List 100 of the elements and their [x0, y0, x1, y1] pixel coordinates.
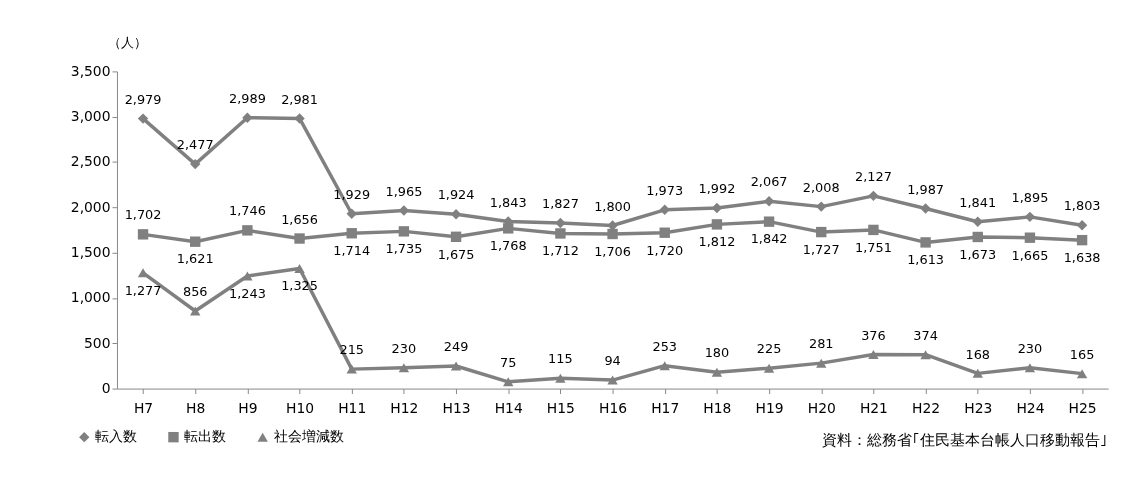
y-tick-label: 1,000	[70, 289, 111, 306]
point	[503, 223, 514, 234]
point	[659, 361, 670, 371]
y-axis-title: （人）	[107, 35, 147, 51]
data-label: 165	[1069, 346, 1095, 362]
point	[190, 306, 201, 316]
data-label: 1,965	[385, 183, 423, 199]
text: 資料：総務省｢住民基本台帳人口移動報告｣	[822, 431, 1109, 450]
point	[659, 227, 670, 238]
x-tick-label: H8	[186, 399, 206, 416]
data-label: 281	[808, 336, 834, 352]
point	[972, 368, 983, 378]
point	[763, 216, 775, 227]
point	[659, 204, 670, 215]
data-label: 1,751	[854, 239, 892, 255]
data-label: 2,989	[228, 90, 266, 106]
data-label: 180	[704, 345, 730, 361]
x-tick-label: H10	[286, 399, 315, 416]
x-tick-label: H17	[651, 399, 680, 416]
data-label: 2,008	[802, 179, 840, 195]
data-label: 1,638	[1063, 249, 1101, 265]
y-tick-label: 3,500	[70, 62, 111, 79]
y-tick-label: 0	[101, 380, 111, 397]
data-label: 253	[652, 338, 678, 354]
point	[137, 229, 149, 240]
data-label: 2,477	[176, 137, 214, 153]
y-tick-label: 3,000	[70, 108, 111, 125]
point	[503, 377, 514, 387]
data-label: 1,243	[228, 285, 266, 301]
data-label: 1,929	[333, 186, 371, 202]
x-tick-label: H11	[338, 399, 367, 416]
y-tick-label: 500	[84, 334, 111, 351]
data-label: 230	[391, 340, 417, 356]
x-tick-label: H14	[494, 399, 523, 416]
data-label: 1,895	[1011, 189, 1049, 205]
legend-label: 社会増減数	[273, 428, 344, 445]
point	[190, 158, 201, 170]
data-label: 75	[500, 354, 517, 370]
point	[450, 361, 462, 371]
legend-label: 転出数	[184, 428, 227, 445]
data-label: 1,656	[281, 211, 318, 227]
point	[1024, 363, 1036, 373]
point	[816, 201, 827, 212]
point	[816, 226, 827, 238]
data-label: 2,067	[750, 174, 788, 190]
point	[398, 226, 410, 237]
x-tick-label: H19	[755, 399, 784, 416]
data-label: 1,803	[1063, 198, 1101, 214]
data-label: 94	[604, 353, 621, 369]
point	[763, 363, 775, 373]
data-label: 1,768	[489, 238, 527, 254]
x-tick-label: H22	[912, 399, 941, 416]
point	[450, 231, 462, 242]
point	[1076, 234, 1088, 246]
data-label: 215	[339, 342, 365, 358]
data-label: 1,735	[385, 241, 423, 257]
data-label: 1,841	[959, 194, 997, 210]
data-label: 1,665	[1011, 247, 1049, 263]
data-label: 1,675	[437, 246, 475, 262]
data-label: 376	[861, 327, 886, 343]
point	[1076, 220, 1088, 231]
data-label: 1,727	[802, 241, 840, 257]
point	[972, 231, 983, 243]
x-tick-label: H16	[599, 399, 628, 416]
data-label: 2,981	[281, 91, 318, 107]
data-label: 1,843	[489, 194, 527, 210]
legend-label: 転入数	[95, 428, 138, 445]
point	[920, 203, 931, 214]
data-label: 1,842	[750, 231, 788, 247]
point	[920, 237, 931, 248]
data-label: 168	[965, 346, 991, 362]
data-label: 1,746	[228, 203, 266, 219]
x-tick-label: H12	[390, 399, 419, 416]
point	[555, 217, 566, 229]
point	[346, 364, 357, 374]
data-label: 1,325	[281, 278, 318, 294]
point	[190, 236, 201, 247]
data-label: 856	[182, 284, 208, 300]
x-tick-label: H25	[1068, 399, 1097, 416]
point	[868, 224, 879, 236]
point	[868, 350, 879, 360]
data-label: 1,613	[907, 252, 945, 268]
data-label: 374	[913, 327, 938, 343]
x-tick-label: H7	[133, 399, 154, 416]
x-tick-label: H9	[238, 399, 258, 416]
x-tick-label: H13	[442, 399, 471, 416]
point	[920, 350, 931, 360]
x-tick-label: H21	[859, 399, 888, 416]
x-tick-label: H15	[546, 399, 575, 416]
point	[607, 375, 618, 385]
data-label: 1,714	[333, 243, 371, 259]
data-label: 2,127	[854, 168, 892, 184]
data-label: 1,800	[594, 198, 631, 214]
data-label: 1,924	[437, 187, 475, 203]
x-tick-label: H23	[964, 399, 993, 416]
data-label: 1,673	[959, 246, 997, 262]
point	[294, 264, 305, 274]
point	[711, 367, 723, 377]
data-label: 1,277	[124, 282, 162, 298]
point	[242, 225, 253, 236]
